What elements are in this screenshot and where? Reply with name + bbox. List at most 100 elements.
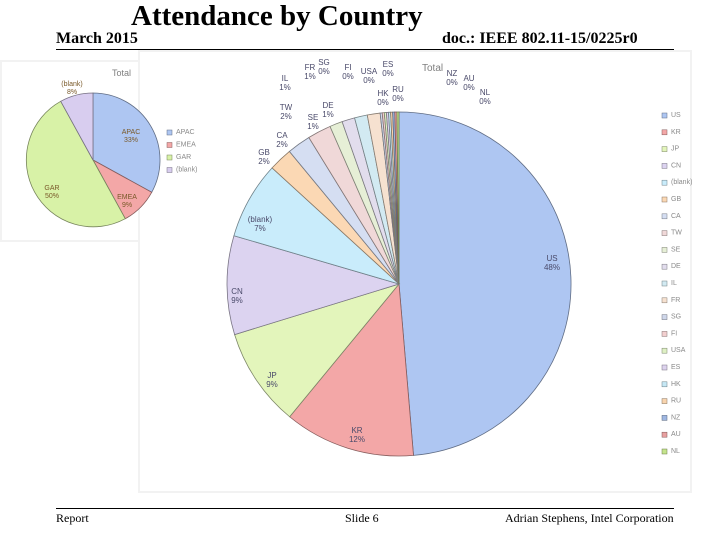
- data-label-tw-category: TW: [280, 103, 293, 112]
- data-label-apac-category: APAC: [122, 129, 141, 136]
- data-label-jp-value: 9%: [266, 380, 278, 389]
- data-label-us-category: US: [546, 254, 557, 263]
- legend-swatch-il: [661, 280, 668, 287]
- data-label-ca-value: 2%: [276, 140, 288, 149]
- chart-title: Total: [422, 63, 443, 74]
- data-label-hk-category: HK: [377, 89, 389, 98]
- legend-label-tw: TW: [671, 230, 682, 237]
- data-label-cn-value: 9%: [231, 296, 243, 305]
- legend-swatch-kr: [661, 129, 668, 136]
- header-rule: [56, 49, 674, 50]
- legend-label-fi: FI: [671, 330, 677, 337]
- legend-swatch-fr: [661, 297, 668, 304]
- legend-swatch-es: [661, 364, 668, 371]
- data-label-fr-value: 1%: [304, 72, 316, 81]
- data-label-se-category: SE: [308, 113, 319, 122]
- legend-label-gar: GAR: [176, 154, 191, 161]
- pie-slice-kr: [289, 282, 414, 457]
- data-label-emea-value: 9%: [122, 202, 132, 209]
- legend-label-blank: (blank): [176, 167, 197, 174]
- legend-swatch-de: [661, 263, 668, 270]
- legend-label-blank: (blank): [671, 179, 692, 186]
- legend-swatch-gb: [661, 196, 668, 203]
- data-label-de-value: 1%: [322, 110, 334, 119]
- data-label-ca-category: CA: [276, 131, 288, 140]
- data-label-us-value: 48%: [544, 263, 560, 272]
- legend-label-se: SE: [671, 246, 681, 253]
- legend-label-ru: RU: [671, 398, 681, 405]
- data-label-fi-category: FI: [344, 63, 351, 72]
- legend-swatch-blank: [661, 179, 668, 186]
- pie-slice-nl: [396, 111, 400, 285]
- legend-swatch-fi: [661, 331, 668, 337]
- data-label-es-category: ES: [383, 60, 394, 69]
- data-label-kr-category: KR: [351, 426, 362, 435]
- legend-label-fr: FR: [671, 297, 680, 304]
- data-label-hk-value: 0%: [377, 98, 389, 107]
- header-date: March 2015: [56, 30, 138, 47]
- data-label-gb-value: 2%: [258, 157, 270, 166]
- legend-swatch-us: [661, 112, 668, 119]
- legend-label-au: AU: [671, 431, 681, 438]
- data-label-usa-category: USA: [361, 67, 378, 76]
- pie-slice-apac: [92, 92, 161, 193]
- data-label-gar-value: 50%: [45, 193, 59, 200]
- legend-swatch-hk: [661, 381, 668, 388]
- legend-label-nl: NL: [671, 448, 680, 455]
- legend-swatch-sg: [661, 314, 668, 320]
- data-label-jp-category: JP: [267, 371, 276, 380]
- footer-slide-number: Slide 6: [345, 511, 379, 525]
- legend-swatch-apac: [166, 129, 173, 136]
- data-label-ru-category: RU: [392, 85, 404, 94]
- legend-label-cn: CN: [671, 162, 681, 169]
- legend-swatch-gar: [166, 154, 173, 161]
- legend-label-emea: EMEA: [176, 142, 196, 149]
- data-label-apac-value: 33%: [124, 137, 138, 144]
- data-label-de-category: DE: [322, 101, 333, 110]
- data-label-se-value: 1%: [307, 122, 319, 131]
- data-label-es-value: 0%: [382, 69, 394, 78]
- pie-slice-blank: [60, 92, 94, 161]
- legend-swatch-se: [661, 247, 668, 253]
- legend-label-ca: CA: [671, 213, 681, 220]
- legend-label-gb: GB: [671, 196, 681, 203]
- data-label-gb-category: GB: [258, 148, 270, 157]
- data-label-usa-value: 0%: [363, 76, 375, 85]
- data-label-blank-category: (blank): [248, 215, 273, 224]
- legend-label-us: US: [671, 112, 681, 119]
- page-title: Attendance by Country: [131, 0, 423, 32]
- legend-swatch-jp: [661, 146, 668, 152]
- data-label-blank-value: 7%: [254, 224, 266, 233]
- legend-label-nz: NZ: [671, 414, 681, 421]
- data-label-nz-category: NZ: [447, 69, 458, 78]
- legend-swatch-emea: [166, 142, 173, 148]
- data-label-nl-value: 0%: [479, 97, 491, 106]
- legend-label-kr: KR: [671, 129, 681, 136]
- legend-swatch-tw: [661, 230, 668, 236]
- data-label-tw-value: 2%: [280, 112, 292, 121]
- legend-label-sg: SG: [671, 314, 681, 321]
- pie-slice-gar: [26, 100, 126, 228]
- legend-label-de: DE: [671, 263, 681, 270]
- footer-left: Report: [56, 511, 89, 525]
- data-label-il-value: 1%: [279, 83, 291, 92]
- data-label-fr-category: FR: [305, 63, 316, 72]
- data-label-nl-category: NL: [480, 88, 491, 97]
- legend-label-usa: USA: [671, 347, 686, 354]
- data-label-nz-value: 0%: [446, 78, 458, 87]
- pie-slice-cn: [226, 235, 401, 336]
- data-label-au-category: AU: [463, 74, 474, 83]
- header-doc-id: doc.: IEEE 802.11-15/0225r0: [442, 30, 638, 47]
- legend-swatch-blank: [166, 167, 173, 173]
- legend-label-il: IL: [671, 280, 677, 287]
- data-label-kr-value: 12%: [349, 435, 365, 444]
- legend-label-es: ES: [671, 364, 681, 371]
- legend-swatch-au: [661, 431, 668, 438]
- legend-swatch-ca: [661, 213, 668, 220]
- legend-swatch-usa: [661, 347, 668, 354]
- data-label-blank-category: (blank): [61, 81, 82, 88]
- data-label-sg-value: 0%: [318, 67, 330, 76]
- footer-rule: [56, 508, 674, 509]
- legend-label-jp: JP: [671, 146, 680, 153]
